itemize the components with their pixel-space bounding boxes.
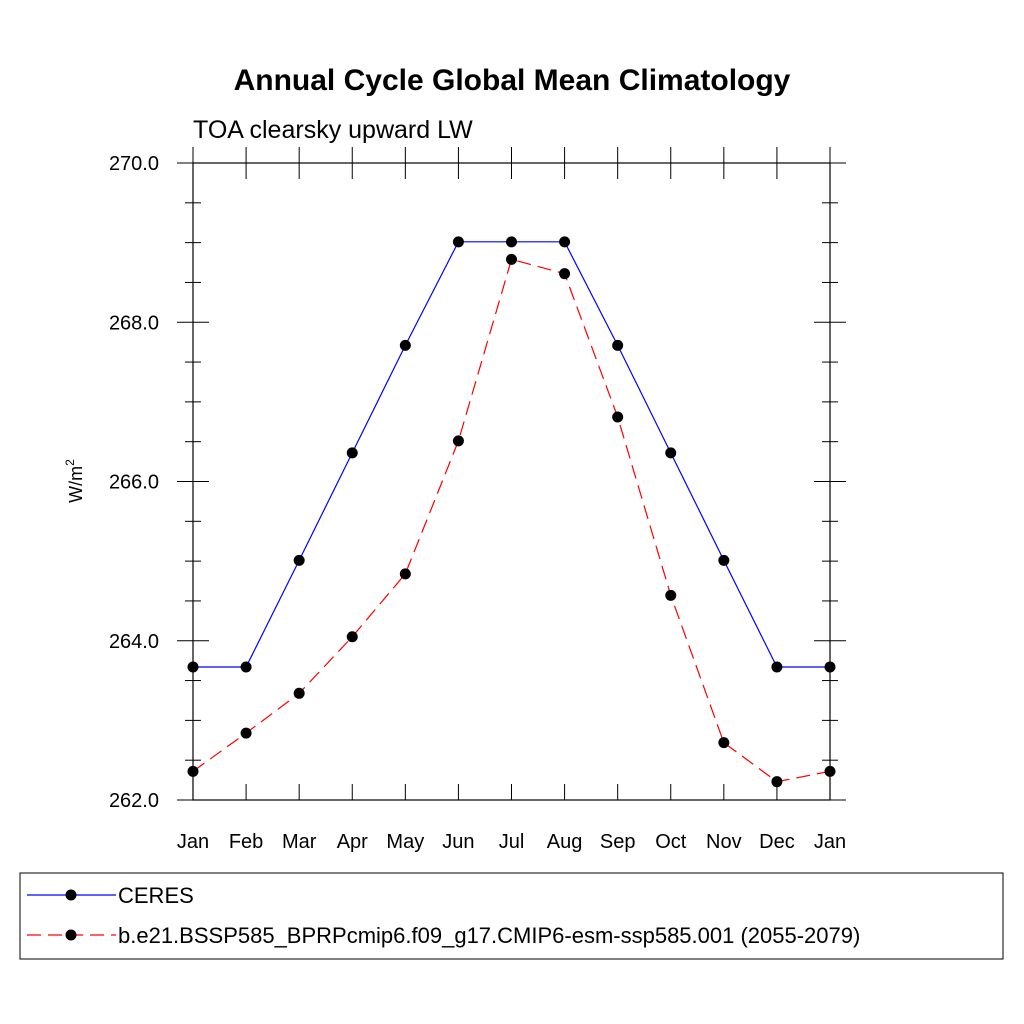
x-tick-label: Jan — [177, 831, 209, 853]
series-0-point — [293, 554, 305, 566]
legend-marker-0 — [65, 889, 77, 901]
legend-label-1: b.e21.BSSP585_BPRPcmip6.f09_g17.CMIP6-es… — [118, 923, 860, 948]
chart-subtitle: TOA clearsky upward LW — [193, 116, 473, 144]
series-1-point — [187, 765, 199, 777]
x-tick-labels: Jan Feb Mar Apr May Jun Jul Aug Sep Oct Nov Dec Jan — [177, 831, 846, 853]
legend-label-0: CERES — [118, 883, 194, 908]
x-tick-label: Sep — [600, 831, 636, 853]
x-tick-label: Aug — [547, 831, 583, 853]
series-1-point — [718, 737, 730, 749]
series-points — [187, 236, 836, 788]
x-tick-label: May — [386, 831, 424, 853]
x-tick-label: Jun — [442, 831, 474, 853]
series-1-point — [452, 435, 464, 447]
series-1-point — [559, 268, 571, 280]
legend-box — [19, 872, 1004, 960]
series-1-point — [506, 253, 517, 265]
x-tick-label: Nov — [706, 831, 742, 853]
x-tick-label: Oct — [655, 831, 687, 853]
series-0-point — [399, 339, 411, 351]
legend: CERES b.e21.BSSP585_BPRPcmip6.f09_g17.CMI… — [19, 872, 1004, 960]
x-tick-label: Jul — [499, 831, 525, 853]
y-axis-label-main: W/m — [66, 466, 86, 503]
x-tick-label: Feb — [229, 831, 263, 853]
series-0-point — [506, 236, 517, 248]
y-axis-label: W/m2 — [63, 459, 86, 503]
legend-items: CERES b.e21.BSSP585_BPRPcmip6.f09_g17.CMI… — [27, 883, 860, 948]
series-0-point — [559, 236, 571, 248]
y-tick-labels: 262.0 264.0 266.0 268.0 270.0 — [109, 153, 159, 812]
x-tick-label: Jan — [814, 831, 846, 853]
y-tick-label: 268.0 — [109, 312, 159, 334]
series-line-1 — [192, 258, 831, 783]
series-0-point — [665, 447, 677, 459]
series-lines — [192, 241, 831, 783]
series-1-point — [824, 765, 836, 777]
x-tick-label: Dec — [759, 831, 795, 853]
y-tick-label: 264.0 — [109, 631, 159, 653]
svg-text:W/m2: W/m2 — [63, 459, 86, 503]
series-0-point — [240, 661, 252, 673]
series-0-point — [771, 661, 783, 673]
series-1-point — [346, 631, 358, 643]
series-line-0 — [193, 241, 830, 668]
y-tick-label: 270.0 — [109, 153, 159, 175]
series-1-point — [240, 727, 252, 739]
series-0-point — [452, 236, 464, 248]
series-0-point — [346, 447, 358, 459]
series-0-point — [824, 661, 836, 673]
y-tick-label: 262.0 — [109, 790, 159, 812]
series-1-point — [665, 589, 677, 601]
series-1-point — [399, 568, 411, 580]
series-1-point — [293, 687, 305, 699]
series-1-point — [612, 411, 624, 423]
x-tick-label: Mar — [282, 831, 317, 853]
series-0-point — [612, 339, 624, 351]
legend-marker-1 — [65, 929, 77, 941]
chart-title: Annual Cycle Global Mean Climatology — [234, 64, 791, 97]
y-axis-label-superscript: 2 — [63, 459, 77, 466]
x-tick-label: Apr — [337, 831, 368, 853]
y-tick-label: 266.0 — [109, 472, 159, 494]
series-0-point — [187, 661, 199, 673]
series-1-point — [771, 776, 783, 788]
axis-ticks — [177, 147, 846, 801]
series-0-point — [718, 554, 730, 566]
